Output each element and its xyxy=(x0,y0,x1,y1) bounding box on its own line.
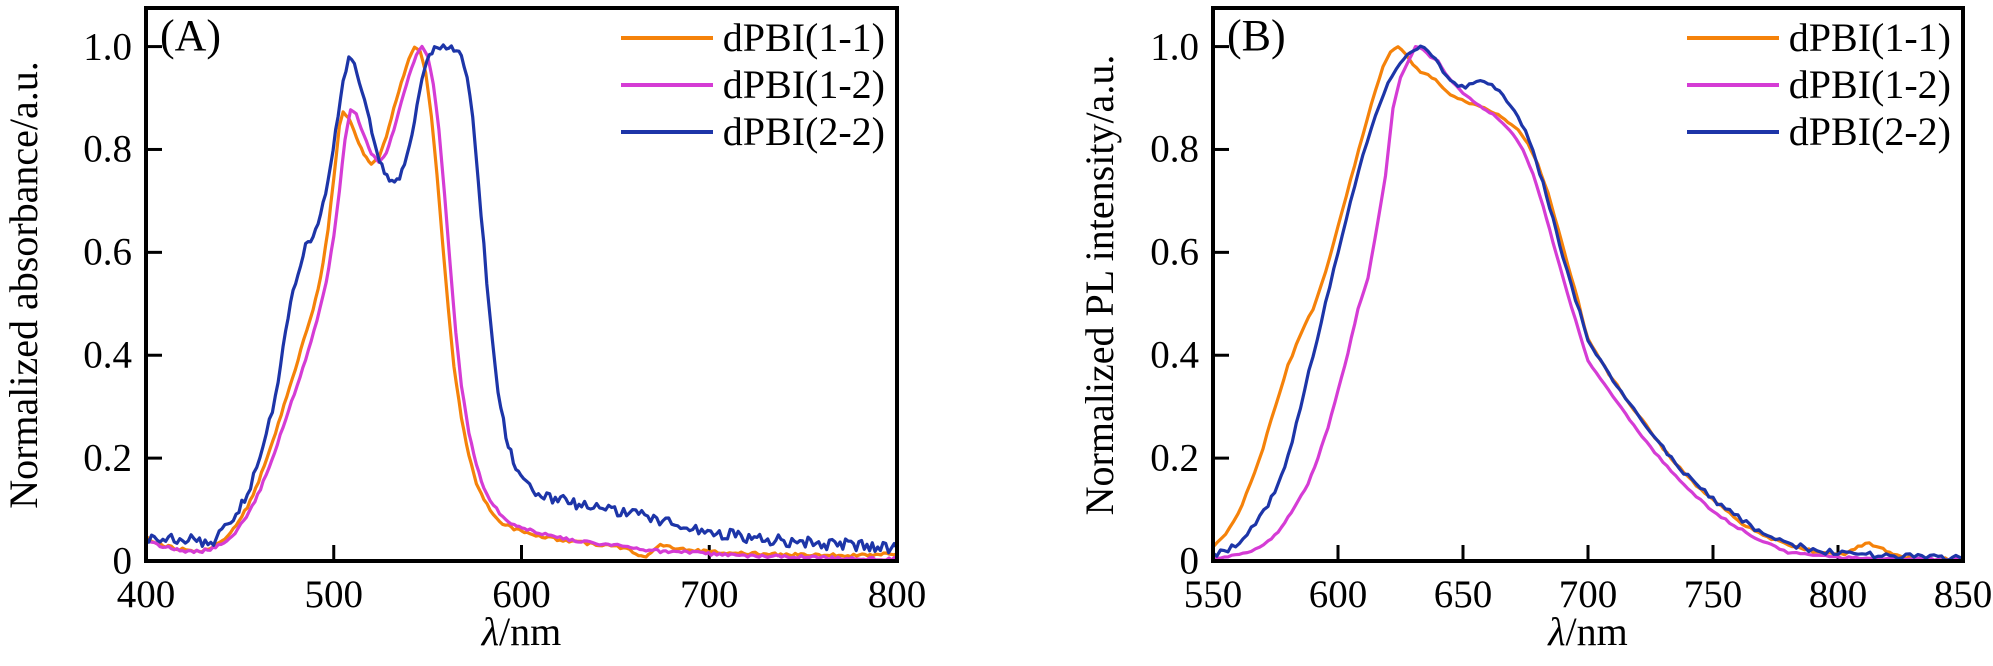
y-tick-label: 0.2 xyxy=(83,436,132,480)
y-tick-label: 0 xyxy=(112,539,133,583)
y-tick-label: 0.2 xyxy=(1150,436,1199,480)
x-axis-label-b: λ/nm xyxy=(1548,612,1628,652)
legend-label: dPBI(1-1) xyxy=(722,15,885,60)
x-tick-label: 700 xyxy=(1558,573,1618,616)
x-axis-unit-b: /nm xyxy=(1565,609,1628,654)
y-tick-label: 0.4 xyxy=(83,333,132,377)
legend-line-swatch xyxy=(1686,130,1779,134)
y-tick-label: 0.6 xyxy=(1150,230,1199,274)
x-tick-label: 800 xyxy=(867,573,927,616)
plot-frame-b xyxy=(1211,6,1965,563)
plot-frame-a xyxy=(144,6,899,563)
lambda-symbol: λ xyxy=(481,609,500,654)
legend-label: dPBI(1-2) xyxy=(1788,62,1951,107)
y-tick-label: 0.6 xyxy=(83,230,132,274)
legend-line-swatch xyxy=(620,83,713,87)
y-tick-label: 0.8 xyxy=(1150,127,1199,171)
curve-dpbi-2-2--b xyxy=(1213,44,1963,561)
legend-line-swatch xyxy=(1686,36,1779,40)
legend-item: dPBI(2-2) xyxy=(620,109,885,154)
legend-item: dPBI(1-2) xyxy=(620,62,885,107)
legend-line-swatch xyxy=(1686,83,1779,87)
panel-label-a: (A) xyxy=(160,11,222,60)
legend-label: dPBI(1-2) xyxy=(722,62,885,107)
x-tick-label: 600 xyxy=(492,573,551,616)
x-tick-label: 650 xyxy=(1433,573,1493,616)
legend-b: dPBI(1-1) dPBI(1-2) dPBI(2-2) xyxy=(1686,15,1951,154)
panel-label-b: (B) xyxy=(1227,11,1286,60)
y-tick-label: 0.8 xyxy=(83,127,132,171)
curve-dpbi-1-1--a xyxy=(146,45,897,559)
curve-dpbi-2-2--a xyxy=(146,43,897,555)
legend-item: dPBI(1-1) xyxy=(620,15,885,60)
legend-label: dPBI(1-1) xyxy=(1788,15,1951,60)
legend-a: dPBI(1-1) dPBI(1-2) dPBI(2-2) xyxy=(620,15,885,154)
y-tick-label: 1.0 xyxy=(1150,25,1199,69)
legend-label: dPBI(2-2) xyxy=(1788,109,1951,154)
x-tick-label: 750 xyxy=(1683,573,1743,616)
legend-item: dPBI(1-2) xyxy=(1686,62,1951,107)
x-tick-label: 400 xyxy=(116,573,176,616)
lambda-symbol: λ xyxy=(1548,609,1566,654)
curve-dpbi-1-2--b xyxy=(1213,44,1963,561)
legend-item: dPBI(1-1) xyxy=(1686,15,1951,60)
x-tick-label: 700 xyxy=(680,573,739,616)
y-tick-label: 0.4 xyxy=(1150,333,1199,377)
legend-label: dPBI(2-2) xyxy=(722,109,885,154)
x-tick-label: 800 xyxy=(1808,573,1868,616)
y-tick-label: 1.0 xyxy=(83,25,132,69)
x-tick-label: 850 xyxy=(1933,573,1993,616)
y-tick-label: 0 xyxy=(1179,539,1200,583)
x-tick-label: 500 xyxy=(304,573,364,616)
x-axis-label-a: λ/nm xyxy=(482,612,562,652)
legend-line-swatch xyxy=(620,130,713,134)
x-tick-label: 550 xyxy=(1183,573,1243,616)
x-tick-label: 600 xyxy=(1308,573,1368,616)
x-axis-unit-a: /nm xyxy=(499,609,562,654)
legend-item: dPBI(2-2) xyxy=(1686,109,1951,154)
curve-dpbi-1-2--a xyxy=(146,44,897,561)
legend-line-swatch xyxy=(620,36,713,40)
